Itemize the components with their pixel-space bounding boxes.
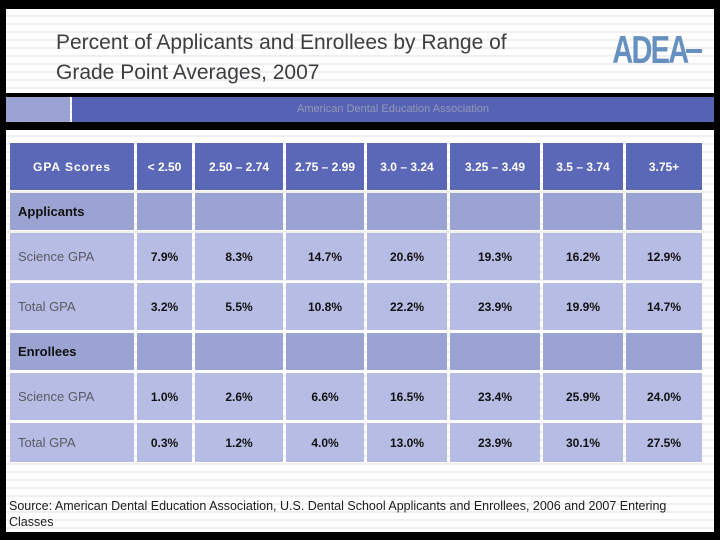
table-header-row: GPA Scores < 2.50 2.50 – 2.74 2.75 – 2.9… bbox=[10, 143, 702, 190]
cell-value: 19.3% bbox=[450, 233, 540, 280]
banner-text: American Dental Education Association bbox=[72, 97, 714, 122]
cell-value: 7.9% bbox=[137, 233, 192, 280]
section-label: Applicants bbox=[10, 193, 134, 230]
banner-bottom-rule bbox=[6, 122, 714, 130]
column-header: GPA Scores bbox=[10, 143, 134, 190]
association-banner: American Dental Education Association bbox=[6, 93, 714, 130]
cell-value: 4.0% bbox=[286, 423, 364, 462]
gpa-table: GPA Scores < 2.50 2.50 – 2.74 2.75 – 2.9… bbox=[7, 140, 705, 465]
slide-title: Percent of Applicants and Enrollees by R… bbox=[56, 31, 507, 85]
banner-left-block bbox=[6, 97, 70, 122]
column-header: 2.75 – 2.99 bbox=[286, 143, 364, 190]
cell-value: 10.8% bbox=[286, 283, 364, 330]
table-row-applicants-total: Total GPA 3.2% 5.5% 10.8% 22.2% 23.9% 19… bbox=[10, 283, 702, 330]
column-header: 3.0 – 3.24 bbox=[367, 143, 447, 190]
column-header: 3.75+ bbox=[626, 143, 702, 190]
cell-value: 22.2% bbox=[367, 283, 447, 330]
row-label: Total GPA bbox=[10, 283, 134, 330]
cell-value: 14.7% bbox=[626, 283, 702, 330]
section-row-applicants: Applicants bbox=[10, 193, 702, 230]
row-label: Science GPA bbox=[10, 233, 134, 280]
cell-value: 14.7% bbox=[286, 233, 364, 280]
cell-value: 5.5% bbox=[195, 283, 283, 330]
cell-value: 6.6% bbox=[286, 373, 364, 420]
adea-logo-dash-icon bbox=[686, 49, 702, 53]
cell-value: 13.0% bbox=[367, 423, 447, 462]
slide-background: Percent of Applicants and Enrollees by R… bbox=[6, 9, 714, 532]
cell-value: 2.6% bbox=[195, 373, 283, 420]
cell-value: 20.6% bbox=[367, 233, 447, 280]
cell-value: 3.2% bbox=[137, 283, 192, 330]
cell-value: 16.5% bbox=[367, 373, 447, 420]
cell-value: 8.3% bbox=[195, 233, 283, 280]
column-header: 3.25 – 3.49 bbox=[450, 143, 540, 190]
column-header: < 2.50 bbox=[137, 143, 192, 190]
banner-top-rule bbox=[6, 93, 714, 97]
adea-logo-text: ADEA bbox=[612, 27, 690, 72]
cell-value: 23.4% bbox=[450, 373, 540, 420]
cell-value: 1.2% bbox=[195, 423, 283, 462]
cell-value: 1.0% bbox=[137, 373, 192, 420]
cell-value: 19.9% bbox=[543, 283, 623, 330]
cell-value: 27.5% bbox=[626, 423, 702, 462]
cell-value: 23.9% bbox=[450, 283, 540, 330]
cell-value: 23.9% bbox=[450, 423, 540, 462]
cell-value: 0.3% bbox=[137, 423, 192, 462]
cell-value: 25.9% bbox=[543, 373, 623, 420]
table-row-applicants-science: Science GPA 7.9% 8.3% 14.7% 20.6% 19.3% … bbox=[10, 233, 702, 280]
adea-logo: ADEA bbox=[602, 28, 702, 71]
row-label: Science GPA bbox=[10, 373, 134, 420]
source-note: Source: American Dental Education Associ… bbox=[9, 498, 667, 529]
cell-value: 30.1% bbox=[543, 423, 623, 462]
column-header: 2.50 – 2.74 bbox=[195, 143, 283, 190]
row-label: Total GPA bbox=[10, 423, 134, 462]
table-row-enrollees-science: Science GPA 1.0% 2.6% 6.6% 16.5% 23.4% 2… bbox=[10, 373, 702, 420]
cell-value: 16.2% bbox=[543, 233, 623, 280]
cell-value: 24.0% bbox=[626, 373, 702, 420]
section-label: Enrollees bbox=[10, 333, 134, 370]
column-header: 3.5 – 3.74 bbox=[543, 143, 623, 190]
table-row-enrollees-total: Total GPA 0.3% 1.2% 4.0% 13.0% 23.9% 30.… bbox=[10, 423, 702, 462]
cell-value: 12.9% bbox=[626, 233, 702, 280]
section-row-enrollees: Enrollees bbox=[10, 333, 702, 370]
